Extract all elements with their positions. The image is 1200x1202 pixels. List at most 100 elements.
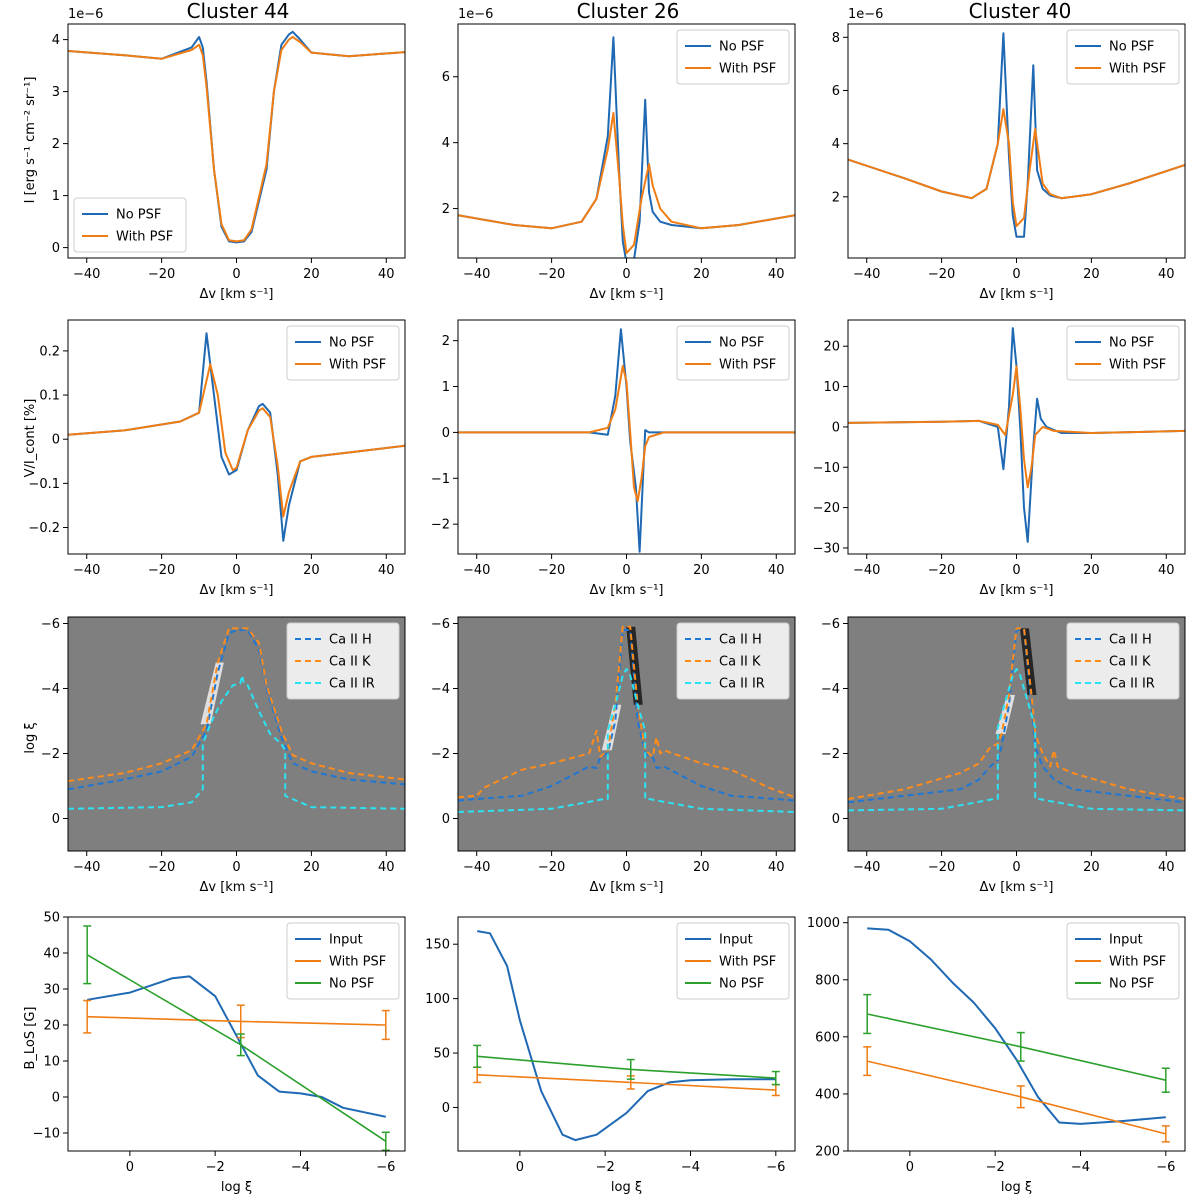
y-offset-text: 1e−6 bbox=[848, 7, 883, 22]
x-tick-label: 40 bbox=[768, 563, 785, 578]
y-tick-label: −20 bbox=[813, 501, 840, 516]
x-tick-label: 20 bbox=[693, 267, 710, 282]
x-tick-label: −20 bbox=[928, 267, 955, 282]
y-label-intensity: I [erg s⁻¹ cm⁻² sr⁻¹] bbox=[23, 77, 38, 204]
x-tick-label: −40 bbox=[73, 563, 100, 578]
legend-box bbox=[73, 197, 187, 253]
series-line-with-psf bbox=[458, 364, 795, 503]
y-tick-label: −6 bbox=[821, 617, 840, 632]
x-tick-label: 40 bbox=[1158, 563, 1175, 578]
panel-stokes-0: −40 −20 0 20 40 −0.2 −0.1 0 0.1 0.2 Δv [km s⁻¹] No … bbox=[28, 319, 406, 598]
x-tick-label: 40 bbox=[378, 267, 395, 282]
y-tick-label: −4 bbox=[41, 682, 60, 697]
data-lines bbox=[68, 332, 405, 542]
data-lines bbox=[83, 925, 390, 1151]
y-tick-label: −1 bbox=[431, 472, 450, 487]
axes-frame bbox=[847, 916, 1186, 1152]
series-line-with-psf bbox=[68, 36, 405, 243]
panel-stokes-1: −40 −20 0 20 40 −2 −1 0 1 2 Δv [km s⁻¹] No PSF With … bbox=[431, 319, 796, 598]
x-axis-label: Δv [km s⁻¹] bbox=[979, 583, 1053, 598]
data-lines bbox=[848, 627, 1185, 812]
y-tick-label: 2 bbox=[52, 137, 60, 152]
x-axis-label: Δv [km s⁻¹] bbox=[979, 287, 1053, 302]
data-lines bbox=[473, 930, 780, 1142]
x-tick-label: −40 bbox=[463, 860, 490, 875]
x-tick-label: 20 bbox=[1083, 860, 1100, 875]
legend-label: No PSF bbox=[329, 977, 374, 992]
panel-intensity-0: −40 −20 0 20 40 0 1 2 3 4 Δv [km s⁻¹] 1e−6 No PSF Wit… bbox=[52, 7, 406, 302]
x-tick-label: 20 bbox=[693, 860, 710, 875]
y-offset-text: 1e−6 bbox=[458, 7, 493, 22]
y-tick-label: 100 bbox=[425, 992, 450, 1007]
data-lines bbox=[863, 927, 1170, 1143]
y-tick-label: 30 bbox=[43, 983, 60, 998]
legend-label: No PSF bbox=[329, 336, 374, 351]
x-tick-label: 20 bbox=[693, 563, 710, 578]
legend-label: Input bbox=[329, 933, 363, 948]
legend-box bbox=[1066, 922, 1180, 1000]
series-line-with-psf bbox=[848, 108, 1185, 228]
legend-box bbox=[676, 622, 790, 700]
y-tick-label: −2 bbox=[821, 747, 840, 762]
x-axis-label: Δv [km s⁻¹] bbox=[589, 583, 663, 598]
data-lines bbox=[68, 30, 405, 244]
x-tick-label: −4 bbox=[291, 1160, 310, 1175]
x-tick-label: −40 bbox=[853, 563, 880, 578]
y-tick-label: 400 bbox=[815, 1087, 840, 1102]
x-tick-label: 0 bbox=[906, 1160, 914, 1175]
y-tick-label: 20 bbox=[823, 340, 840, 355]
legend: No PSF With PSF bbox=[1066, 325, 1180, 381]
x-tick-label: −6 bbox=[1156, 1160, 1175, 1175]
series-line-ca-ii-ir bbox=[848, 668, 1185, 812]
data-lines bbox=[848, 327, 1185, 543]
y-tick-label: −4 bbox=[821, 682, 840, 697]
y-label-stokes-v: V/I_cont [%] bbox=[23, 399, 38, 478]
column-title-cluster-40: Cluster 40 bbox=[969, 0, 1072, 23]
y-tick-label: 6 bbox=[832, 84, 840, 99]
y-tick-label: 0 bbox=[52, 812, 60, 827]
y-tick-label: 4 bbox=[52, 33, 60, 48]
legend-label: No PSF bbox=[719, 977, 764, 992]
legend-label: Ca II IR bbox=[719, 677, 765, 692]
series-line-no-psf bbox=[867, 1013, 1166, 1081]
y-tick-label: 200 bbox=[815, 1145, 840, 1160]
legend-box bbox=[1066, 325, 1180, 381]
legend: Ca II H Ca II K Ca II IR bbox=[286, 622, 400, 700]
series-line-no-psf bbox=[477, 1055, 776, 1079]
x-tick-label: −6 bbox=[766, 1160, 785, 1175]
legend-box bbox=[676, 325, 790, 381]
legend: Input With PSF No PSF bbox=[676, 922, 790, 1000]
y-tick-label: 1 bbox=[442, 380, 450, 395]
x-axis-label: Δv [km s⁻¹] bbox=[199, 583, 273, 598]
series-line-with-psf bbox=[68, 363, 405, 518]
y-tick-label: −2 bbox=[431, 518, 450, 533]
data-lines bbox=[458, 625, 795, 813]
x-tick-label: −20 bbox=[148, 267, 175, 282]
legend: Input With PSF No PSF bbox=[1066, 922, 1180, 1000]
y-tick-label: −0.1 bbox=[28, 477, 60, 492]
legend-label: With PSF bbox=[329, 358, 386, 373]
y-tick-label: 20 bbox=[43, 1019, 60, 1034]
legend-label: No PSF bbox=[116, 208, 161, 223]
panel-intensity-2: −40 −20 0 20 40 2 4 6 8 Δv [km s⁻¹] 1e−6 No PSF With… bbox=[832, 7, 1186, 302]
series-line-ca-ii-k bbox=[848, 627, 1185, 800]
x-axis-label: Δv [km s⁻¹] bbox=[199, 880, 273, 895]
y-tick-label: 50 bbox=[43, 911, 60, 926]
y-tick-label: 0 bbox=[442, 426, 450, 441]
x-tick-label: −20 bbox=[928, 860, 955, 875]
legend-label: Ca II H bbox=[719, 633, 762, 648]
x-tick-label: 40 bbox=[1158, 267, 1175, 282]
y-tick-label: 2 bbox=[832, 190, 840, 205]
x-axis-label: Δv [km s⁻¹] bbox=[199, 287, 273, 302]
legend-label: Ca II IR bbox=[1109, 677, 1155, 692]
heatmap-bright-flank bbox=[200, 662, 224, 725]
y-tick-label: 1000 bbox=[807, 916, 840, 931]
y-offset-text: 1e−6 bbox=[68, 7, 103, 22]
y-tick-label: 4 bbox=[442, 136, 450, 151]
panel-field-2: 0 −2 −4 −6 200 400 600 800 1000 log ξ Input With PS… bbox=[807, 916, 1186, 1195]
legend: No PSF With PSF bbox=[73, 197, 187, 253]
series-line-no-psf bbox=[848, 327, 1185, 543]
series-line-input bbox=[867, 927, 1166, 1125]
